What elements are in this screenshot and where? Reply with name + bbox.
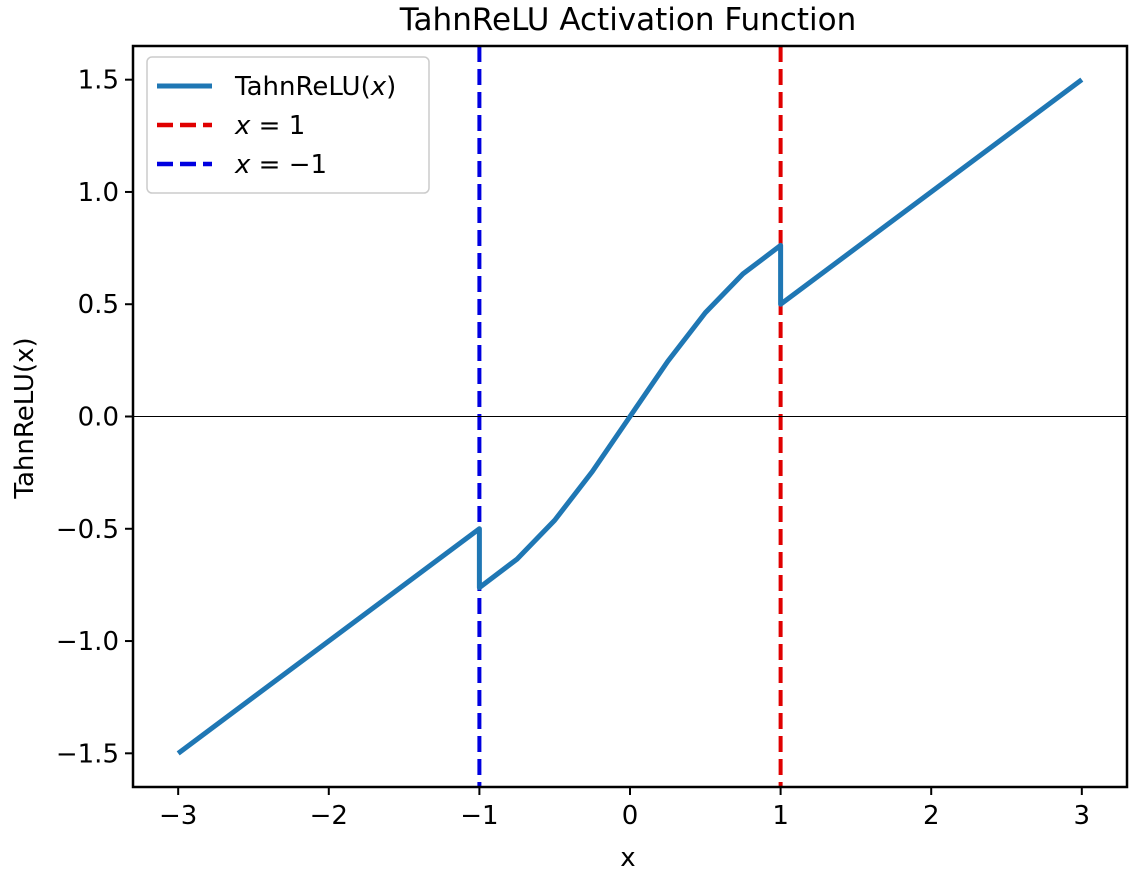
y-tick-label: 0.0 [78, 403, 119, 433]
x-tick-label: −1 [460, 801, 498, 831]
legend-label: TahnReLU(x) [234, 72, 396, 102]
y-tick-label: −1.5 [56, 739, 119, 769]
chart-title: TahnReLU Activation Function [399, 2, 857, 38]
x-tick-label: 3 [1074, 801, 1091, 831]
legend-box [146, 56, 430, 194]
y-tick-label: 1.5 [78, 66, 119, 96]
legend-label: x = 1 [234, 111, 305, 141]
x-tick-label: 2 [923, 801, 940, 831]
y-tick-label: −1.0 [56, 627, 119, 657]
x-tick-label: 1 [772, 801, 789, 831]
plot-area [133, 46, 1127, 787]
legend: TahnReLU(x) x = 1 x = −1 [146, 56, 430, 194]
x-tick-label: −3 [159, 801, 197, 831]
x-tick-label: −2 [310, 801, 348, 831]
x-tick-label: 0 [622, 801, 639, 831]
series-line [176, 77, 1084, 756]
y-tick-label: 1.0 [78, 178, 119, 208]
y-tick-label: −0.5 [56, 515, 119, 545]
y-axis-label: TahnReLU(x) [10, 337, 40, 499]
legend-label: x = −1 [234, 150, 327, 180]
y-tick-label: 0.5 [78, 290, 119, 320]
x-axis-label: x [620, 843, 635, 872]
